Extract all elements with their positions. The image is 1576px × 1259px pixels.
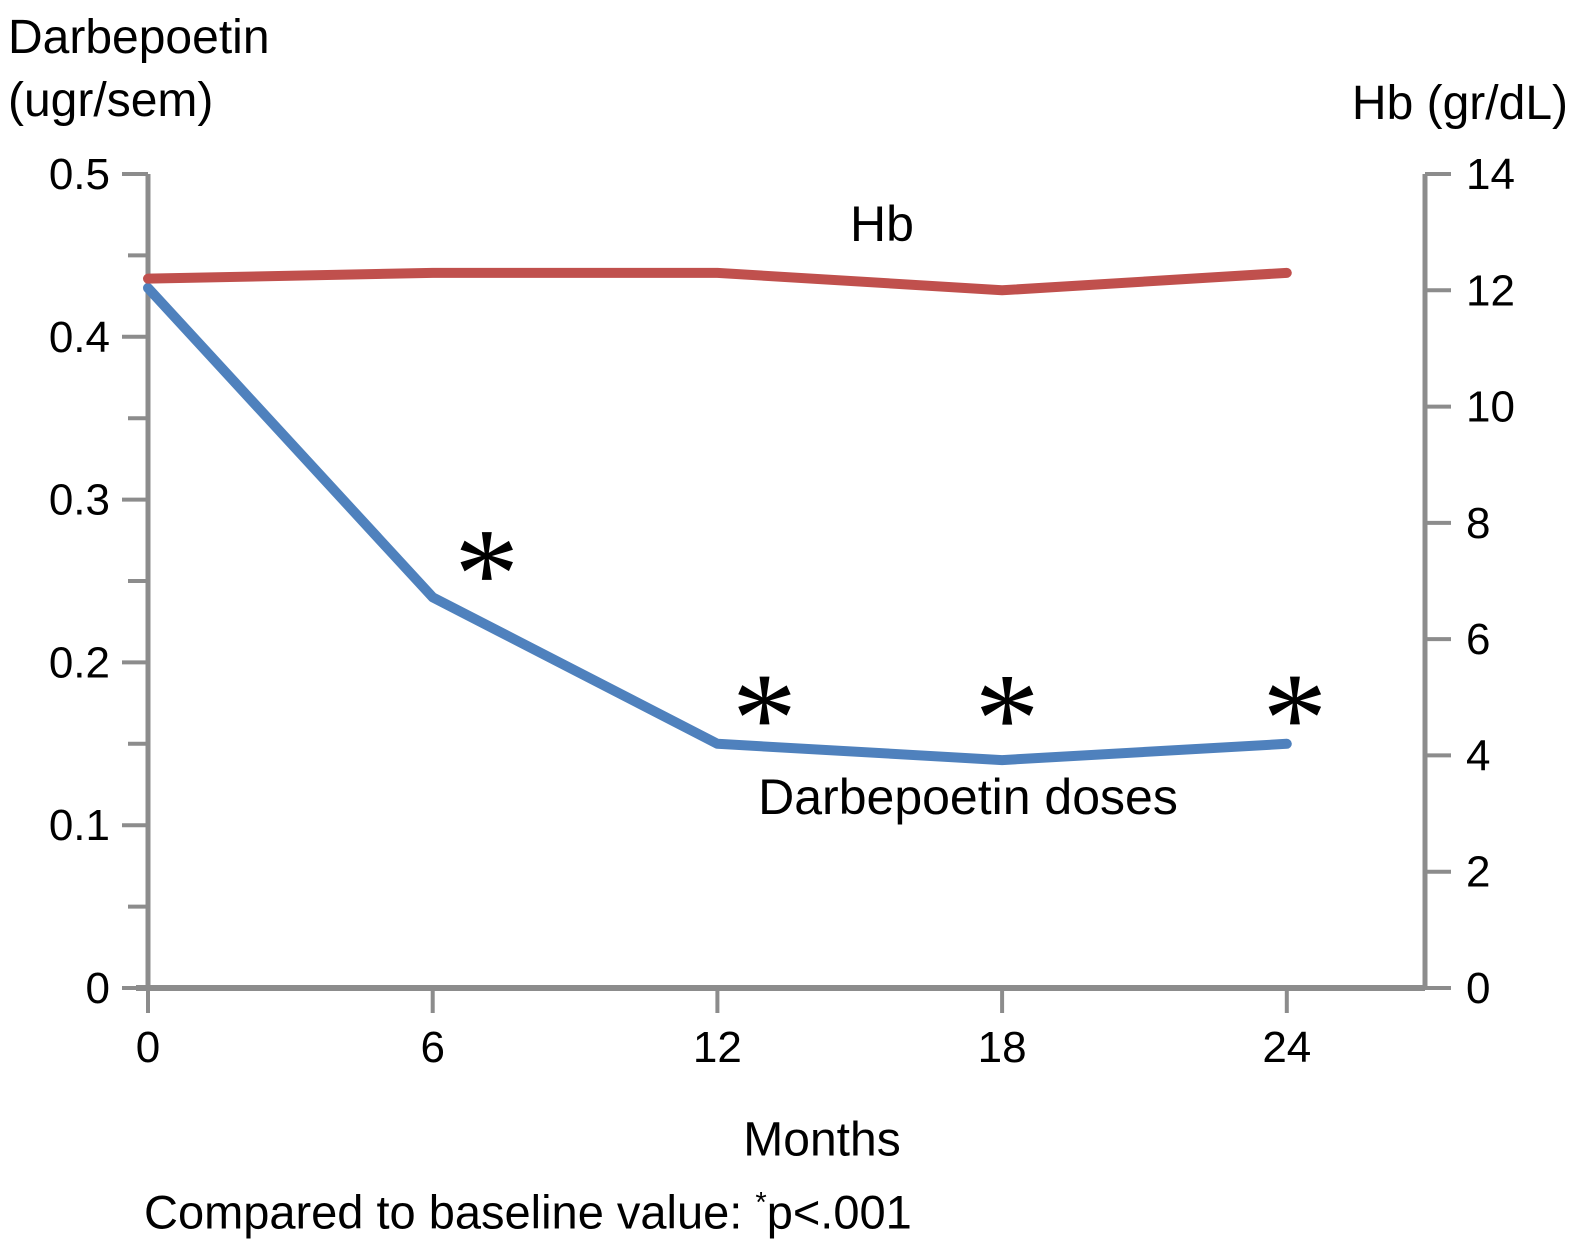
footnote-p-value: p<.001 (766, 1185, 912, 1239)
x-axis-label: Months (743, 1113, 901, 1167)
x-axis-tick-label: 12 (693, 1023, 742, 1072)
left-axis-tick-label: 0 (86, 964, 110, 1013)
left-axis-tick-label: 0.2 (49, 638, 110, 687)
right-axis-tick-label: 0 (1466, 964, 1490, 1013)
footnote-asterisk: * (755, 1186, 767, 1219)
left-axis-title: Darbepoetin (ugr/sem) (8, 6, 270, 133)
hb-series-label: Hb (850, 196, 914, 252)
series-line-darbepoetin-doses (143, 282, 1292, 766)
right-axis-tick-label: 8 (1466, 499, 1490, 548)
x-axis-tick-label: 18 (978, 1023, 1027, 1072)
left-axis-tick-label: 0.4 (49, 313, 110, 362)
footnote-text: Compared to baseline value: (144, 1185, 756, 1239)
right-axis-tick-label: 6 (1466, 615, 1490, 664)
right-axis-tick-label: 2 (1466, 848, 1490, 897)
right-axis-title: Hb (gr/dL) (1351, 77, 1568, 130)
right-axis-tick-label: 12 (1466, 266, 1515, 315)
right-axis-tick-label: 14 (1466, 150, 1515, 199)
left-axis-title-line1: Darbepoetin (8, 11, 270, 64)
x-axis-tick-label: 24 (1262, 1023, 1311, 1072)
significance-asterisk: * (1262, 647, 1327, 791)
right-axis-tick-label: 10 (1466, 383, 1515, 432)
left-axis-tick-label: 0.3 (49, 476, 110, 525)
left-axis-tick-label: 0.1 (49, 801, 110, 850)
darbepoetin-series-label: Darbepoetin doses (758, 769, 1178, 825)
x-axis-tick-label: 0 (136, 1023, 160, 1072)
significance-asterisk: * (732, 647, 797, 791)
right-axis-tick-label: 4 (1466, 731, 1490, 780)
footnote: Compared to baseline value: *p<.001 (144, 1185, 912, 1240)
significance-asterisk: * (454, 502, 519, 646)
series-line-hb (143, 267, 1292, 296)
significance-asterisk: * (975, 647, 1040, 791)
x-axis-tick-label: 6 (420, 1023, 444, 1072)
left-axis-tick-label: 0.5 (49, 150, 110, 199)
left-axis-title-line2: (ugr/sem) (8, 74, 214, 128)
